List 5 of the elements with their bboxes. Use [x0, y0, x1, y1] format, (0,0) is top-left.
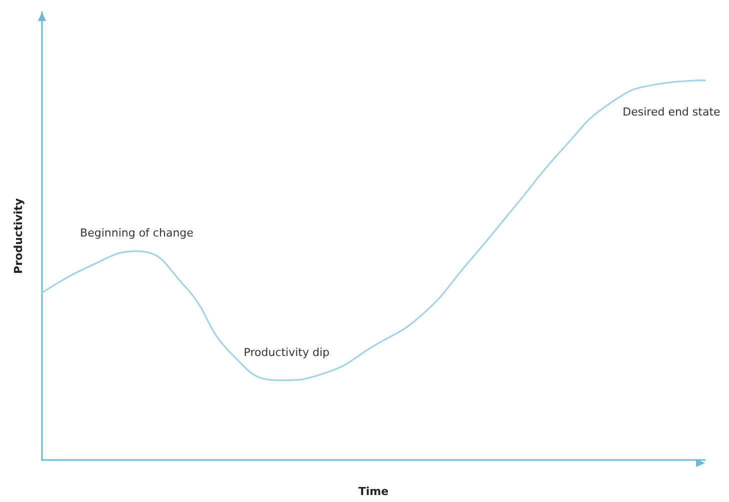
x-axis-title: Time [358, 485, 389, 498]
annotation: Desired end state [622, 106, 721, 119]
annotation: Beginning of change [80, 226, 194, 240]
annotation: Productivity dip [244, 346, 330, 359]
y-axis-title: Productivity [12, 198, 25, 274]
